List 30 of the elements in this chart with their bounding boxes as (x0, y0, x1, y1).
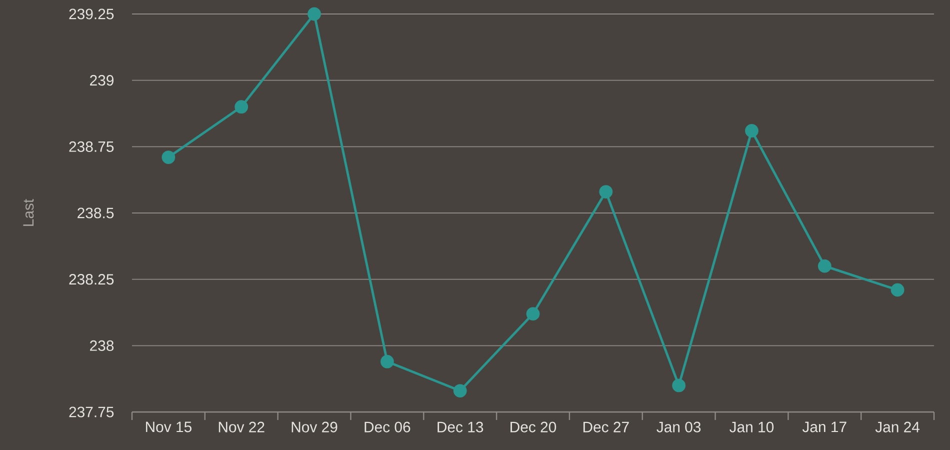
x-tick-label: Dec 20 (510, 422, 556, 432)
y-tick-label: 238 (90, 340, 114, 351)
x-tick-label: Jan 17 (802, 422, 846, 432)
x-tick-label: Jan 03 (656, 422, 701, 432)
x-tick-label: Dec 06 (364, 422, 410, 432)
y-tick-label: 239.25 (69, 8, 114, 20)
point (380, 354, 394, 368)
point (234, 100, 248, 114)
x-tick-label: Jan 24 (875, 422, 920, 432)
y-tick-label: 238.5 (78, 208, 114, 218)
y-tick-label: 237.75 (69, 406, 114, 418)
y-tick-label: 238.25 (69, 274, 114, 285)
point (890, 283, 904, 297)
point (818, 259, 832, 273)
x-tick-label: Nov 22 (218, 422, 264, 432)
point (672, 378, 686, 392)
y-tick-label: 239 (90, 75, 114, 86)
y-axis-title: Last (23, 198, 34, 226)
x-tick-label: Nov 15 (146, 422, 192, 432)
point (453, 384, 467, 398)
point (308, 7, 321, 21)
point (599, 185, 613, 198)
x-tick-label: Jan 10 (730, 422, 774, 432)
x-tick-label: Dec 27 (583, 422, 629, 432)
y-tick-label: 238.75 (69, 141, 114, 152)
point (526, 307, 540, 321)
point (162, 150, 176, 164)
point (745, 124, 758, 138)
x-tick-label: Nov 29 (292, 422, 338, 432)
x-tick-label: Dec 13 (438, 422, 484, 432)
